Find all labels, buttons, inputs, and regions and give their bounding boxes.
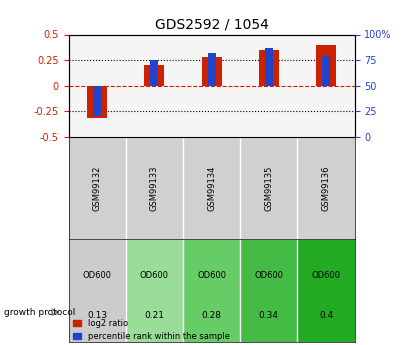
Text: 0.13: 0.13 (87, 312, 107, 321)
FancyBboxPatch shape (297, 239, 355, 342)
Text: OD600: OD600 (254, 270, 283, 279)
Text: 0.4: 0.4 (319, 312, 333, 321)
Bar (150, 60, 158, 86)
Bar (259, 50, 279, 86)
Bar (202, 57, 222, 86)
Legend: log2 ratio, percentile rank within the sample: log2 ratio, percentile rank within the s… (73, 319, 230, 341)
FancyBboxPatch shape (126, 239, 183, 342)
Title: GDS2592 / 1054: GDS2592 / 1054 (155, 18, 268, 32)
Bar (322, 56, 330, 86)
Text: OD600: OD600 (83, 270, 112, 279)
Text: GSM99132: GSM99132 (93, 165, 102, 211)
Text: GSM99133: GSM99133 (150, 165, 159, 211)
FancyBboxPatch shape (183, 239, 240, 342)
Bar (87, 86, 107, 118)
Bar (316, 45, 336, 86)
Text: GSM99136: GSM99136 (322, 165, 330, 211)
Text: OD600: OD600 (312, 270, 341, 279)
Bar (144, 65, 164, 86)
Text: OD600: OD600 (140, 270, 169, 279)
Text: GSM99134: GSM99134 (207, 165, 216, 211)
FancyBboxPatch shape (69, 239, 126, 342)
Bar (208, 53, 216, 86)
FancyBboxPatch shape (240, 239, 297, 342)
Text: GSM99135: GSM99135 (264, 165, 273, 211)
Text: 0.21: 0.21 (144, 312, 164, 321)
Bar (265, 48, 273, 86)
Text: 0.28: 0.28 (202, 312, 222, 321)
Text: OD600: OD600 (197, 270, 226, 279)
Text: 0.34: 0.34 (259, 312, 279, 321)
Bar (93, 86, 101, 116)
Text: growth protocol: growth protocol (4, 308, 75, 317)
